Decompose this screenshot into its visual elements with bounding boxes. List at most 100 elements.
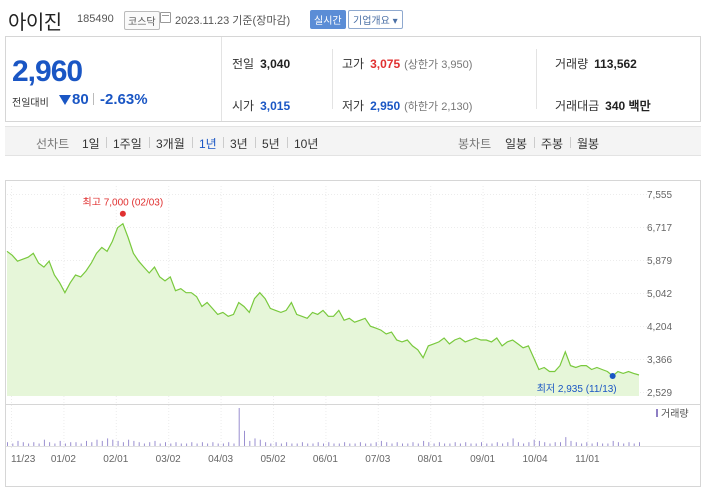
volume-bar bbox=[328, 442, 330, 446]
x-tick-label: 02/01 bbox=[103, 454, 128, 465]
volume-bar bbox=[265, 442, 267, 446]
x-tick-label: 01/02 bbox=[51, 454, 76, 465]
tab-1w[interactable]: 1주일 bbox=[113, 137, 142, 151]
y-tick-label: 2,529 bbox=[647, 388, 672, 399]
x-tick-label: 03/02 bbox=[156, 454, 181, 465]
y-tick-label: 4,204 bbox=[647, 322, 672, 333]
volume-bar bbox=[54, 443, 56, 446]
volume-bar bbox=[623, 443, 625, 446]
volume-bar bbox=[165, 442, 166, 446]
volume-bar bbox=[196, 443, 198, 446]
volume-bar bbox=[486, 443, 488, 446]
volume-bar bbox=[507, 442, 509, 446]
volume-bar bbox=[249, 440, 251, 446]
tab-1y[interactable]: 1년 bbox=[199, 137, 217, 151]
volume-bar bbox=[186, 443, 188, 446]
volume-bar bbox=[128, 439, 130, 446]
max-marker bbox=[119, 210, 126, 217]
volume-bar bbox=[180, 443, 182, 446]
volume-bar bbox=[396, 442, 398, 446]
x-tick-label: 11/23 bbox=[11, 454, 36, 465]
volume-bar bbox=[217, 443, 219, 446]
volume-bar bbox=[454, 442, 456, 446]
volume: 거래량 113,562 bbox=[555, 55, 637, 72]
tab-3y[interactable]: 3년 bbox=[230, 137, 248, 151]
low-label: 저가 bbox=[342, 99, 365, 113]
tab-monthly[interactable]: 월봉 bbox=[577, 137, 600, 151]
price-chart[interactable]: 11/23 01/02 02/01 03/02 04/03 05/02 06/01 07/03… bbox=[5, 178, 701, 488]
quote-date: 2023.11.23 기준(장마감) bbox=[175, 15, 291, 27]
volume-bar bbox=[175, 442, 177, 446]
tab-1d[interactable]: 1일 bbox=[82, 137, 100, 151]
open-price: 시가 3,015 bbox=[232, 97, 290, 114]
volume-bar bbox=[17, 440, 19, 446]
chart-frame bbox=[5, 180, 701, 487]
realtime-button[interactable]: 실시간 bbox=[310, 10, 346, 29]
volume-bar bbox=[333, 443, 335, 446]
trade-value-amount: 340 백만 bbox=[605, 99, 651, 113]
candle-chart-label: 봉차트 bbox=[458, 137, 492, 151]
divider bbox=[255, 137, 256, 148]
volume-bar bbox=[86, 440, 87, 446]
trade-value: 거래대금 340 백만 bbox=[555, 97, 651, 114]
volume-bar bbox=[149, 442, 151, 446]
volume-bar bbox=[222, 443, 224, 446]
volume-legend: 거래량 bbox=[661, 408, 689, 420]
company-overview-dropdown[interactable]: 기업개요 ▾ bbox=[348, 10, 403, 29]
y-tick-label: 5,042 bbox=[647, 289, 672, 300]
high-price: 고가 3,075 (상한가 3,950) bbox=[342, 55, 472, 72]
divider bbox=[93, 93, 94, 105]
volume-bar bbox=[491, 443, 493, 446]
price-chart-svg: 11/23 01/02 02/01 03/02 04/03 05/02 06/01 07/03… bbox=[5, 180, 701, 487]
x-tick-label: 08/01 bbox=[418, 454, 443, 465]
open-value: 3,015 bbox=[260, 99, 291, 113]
volume-bar bbox=[459, 443, 461, 446]
volume-bar bbox=[375, 442, 377, 446]
volume-bar bbox=[254, 438, 256, 446]
volume-bar bbox=[575, 442, 577, 446]
tab-weekly[interactable]: 주봉 bbox=[541, 137, 564, 151]
divider bbox=[287, 137, 288, 148]
volume-bar bbox=[296, 443, 298, 446]
volume-bar bbox=[12, 443, 14, 446]
volume-bar bbox=[122, 442, 124, 446]
volume-bar bbox=[43, 439, 45, 446]
volume-bar bbox=[612, 440, 614, 446]
divider bbox=[536, 49, 537, 109]
volume-bar bbox=[59, 440, 61, 446]
stock-header: 아이진 185490 코스닥 2023.11.23 기준(장마감) 실시간 기업… bbox=[0, 0, 706, 34]
divider bbox=[149, 137, 150, 148]
tab-10y[interactable]: 10년 bbox=[294, 137, 319, 151]
price-line bbox=[6, 222, 640, 377]
tab-3m[interactable]: 3개월 bbox=[156, 137, 185, 151]
volume-bar bbox=[286, 442, 288, 446]
volume-bar bbox=[570, 440, 572, 446]
divider bbox=[534, 137, 535, 148]
volume-bar bbox=[349, 443, 351, 446]
volume-bar bbox=[107, 438, 109, 446]
volume-bar bbox=[475, 443, 477, 446]
volume-bar bbox=[170, 443, 172, 446]
volume-bar bbox=[423, 440, 425, 446]
volume-bar bbox=[228, 442, 230, 446]
volume-bar bbox=[412, 442, 414, 446]
down-arrow-icon bbox=[59, 95, 71, 105]
prev-close-value: 3,040 bbox=[260, 57, 291, 71]
high-value: 3,075 bbox=[370, 57, 401, 71]
volume-bar bbox=[359, 442, 361, 446]
stock-name: 아이진 bbox=[8, 12, 62, 34]
volume-bar bbox=[607, 443, 609, 446]
volume-bar bbox=[64, 443, 66, 446]
volume-bar bbox=[96, 439, 98, 446]
volume-bar bbox=[438, 442, 440, 446]
volume-bar bbox=[159, 443, 161, 446]
x-tick-label: 11/01 bbox=[575, 454, 600, 465]
volume-bar bbox=[344, 442, 346, 446]
volume-bar bbox=[402, 443, 403, 446]
open-label: 시가 bbox=[232, 99, 255, 113]
volume-bar bbox=[391, 443, 393, 446]
calendar-icon bbox=[160, 12, 171, 23]
volume-bar bbox=[554, 442, 556, 446]
tab-daily[interactable]: 일봉 bbox=[505, 137, 528, 151]
tab-5y[interactable]: 5년 bbox=[262, 137, 280, 151]
